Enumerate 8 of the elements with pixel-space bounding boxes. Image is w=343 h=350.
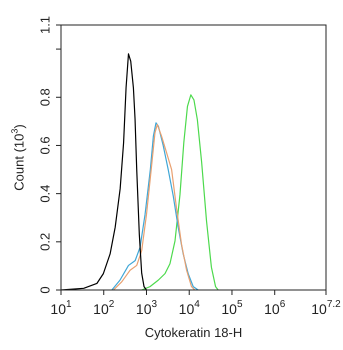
y-tick-label: 0: [38, 286, 53, 294]
y-axis-title: Count (103): [9, 124, 27, 191]
y-tick-label: 1.1: [38, 16, 53, 34]
y-tick-label: 0.2: [38, 232, 53, 251]
y-tick-label: 0.4: [38, 184, 53, 203]
x-axis-title: Cytokeratin 18-H: [144, 325, 244, 340]
y-tick-label: 0.6: [38, 136, 53, 154]
y-tick-label: 0.8: [38, 88, 53, 106]
